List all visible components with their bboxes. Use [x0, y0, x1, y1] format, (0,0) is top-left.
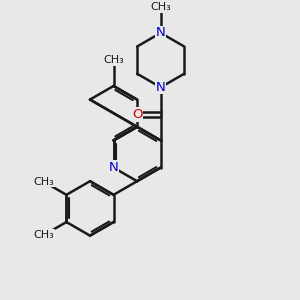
Text: N: N	[156, 81, 166, 94]
Text: CH₃: CH₃	[34, 177, 54, 187]
Text: CH₃: CH₃	[150, 2, 171, 12]
Text: O: O	[132, 108, 143, 121]
Text: CH₃: CH₃	[34, 230, 54, 240]
Text: N: N	[109, 161, 118, 174]
Text: CH₃: CH₃	[103, 55, 124, 65]
Text: N: N	[156, 26, 166, 39]
